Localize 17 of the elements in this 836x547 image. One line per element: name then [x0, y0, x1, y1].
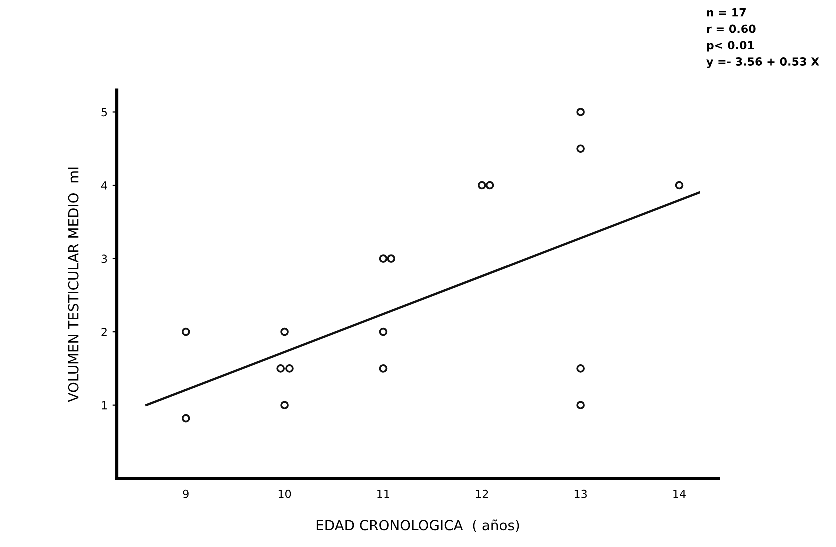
y-axis-title: VOLUMEN TESTICULAR MEDIO ml — [68, 168, 79, 402]
text: y =- 3.56 + 0.53 X — [706, 58, 820, 68]
y-tick-label: 1 — [102, 401, 107, 410]
x-tick-label: 11 — [378, 490, 390, 498]
x-tick-label: 9 — [183, 490, 189, 498]
x-tick-label: 13 — [574, 490, 587, 498]
y-tick-label: 2 — [102, 328, 107, 336]
x-tick-label: 14 — [674, 490, 686, 498]
y-tick-label: 5 — [102, 108, 108, 117]
text: p< 0.01 — [707, 41, 754, 52]
text: r = 0.60 — [707, 24, 756, 34]
x-axis-title: EDAD CRONOLOGICA ( años) — [316, 520, 520, 532]
text: n = 17 — [707, 8, 746, 17]
x-tick-label: 10 — [278, 490, 292, 498]
x-tick-label: 12 — [476, 490, 488, 498]
y-tick-label: 4 — [101, 182, 108, 190]
y-tick-label: 3 — [102, 254, 108, 264]
